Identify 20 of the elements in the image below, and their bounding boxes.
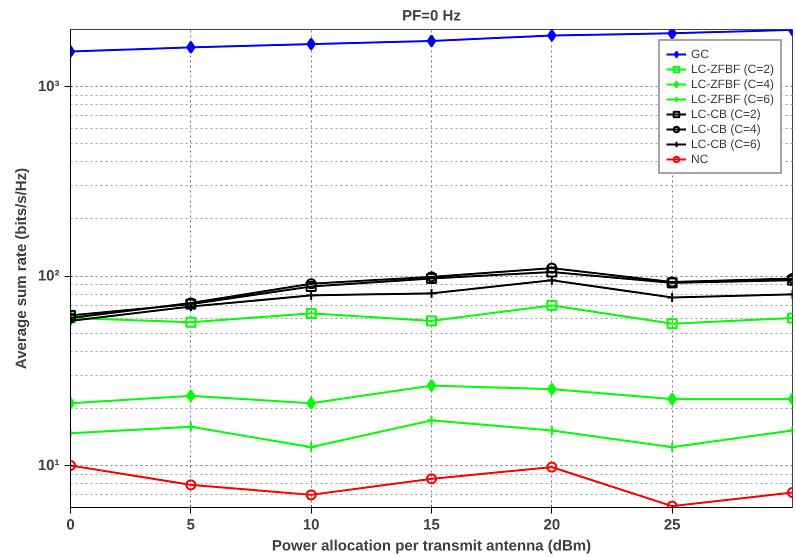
legend-label: LC-ZFBF (C=2): [690, 62, 774, 76]
y-tick-label: 10²: [38, 268, 60, 284]
legend-label: GC: [690, 47, 710, 61]
chart-title: PF=0 Hz: [402, 8, 461, 24]
legend-label: LC-CB (C=4): [690, 122, 761, 136]
legend-label: LC-ZFBF (C=4): [690, 77, 774, 91]
x-tick-label: 20: [543, 516, 560, 534]
x-tick-label: 25: [664, 516, 681, 534]
legend-label: LC-CB (C=6): [690, 137, 761, 151]
legend-label: NC: [690, 152, 710, 166]
y-axis-title: Average sum rate (bits/s/Hz): [12, 168, 30, 370]
x-axis-title: Power allocation per transmit antenna (dBm): [272, 538, 592, 554]
legend-label: LC-CB (C=2): [690, 107, 761, 121]
x-tick-label: 10: [302, 516, 320, 534]
x-tick-label: 15: [423, 516, 440, 534]
x-tick-label: 5: [186, 516, 196, 534]
x-tick-label: 0: [66, 516, 75, 534]
legend-label: LC-ZFBF (C=6): [690, 92, 774, 106]
y-tick-label: 10³: [38, 78, 60, 96]
y-tick-label: 10¹: [38, 456, 60, 474]
